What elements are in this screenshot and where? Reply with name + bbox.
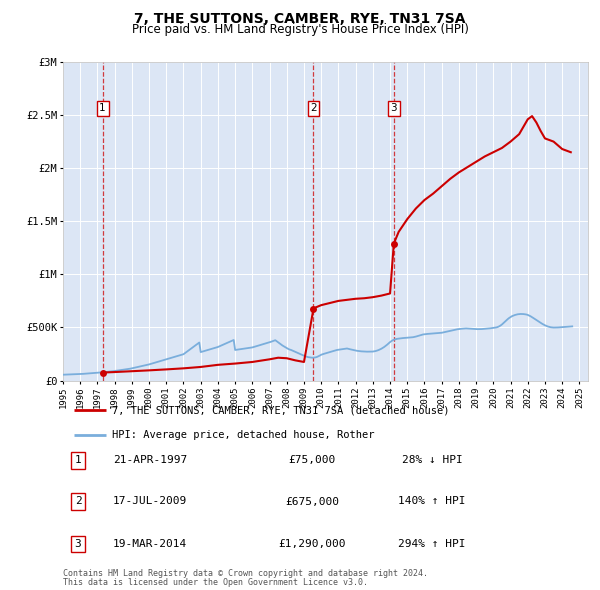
Text: 17-JUL-2009: 17-JUL-2009 bbox=[113, 497, 187, 506]
Text: HPI: Average price, detached house, Rother: HPI: Average price, detached house, Roth… bbox=[113, 430, 375, 440]
Text: 140% ↑ HPI: 140% ↑ HPI bbox=[398, 497, 466, 506]
Text: 3: 3 bbox=[391, 103, 397, 113]
Text: 2: 2 bbox=[310, 103, 317, 113]
Text: 294% ↑ HPI: 294% ↑ HPI bbox=[398, 539, 466, 549]
Text: 21-APR-1997: 21-APR-1997 bbox=[113, 455, 187, 465]
Text: Price paid vs. HM Land Registry's House Price Index (HPI): Price paid vs. HM Land Registry's House … bbox=[131, 23, 469, 36]
Text: 2: 2 bbox=[74, 497, 82, 506]
Text: 7, THE SUTTONS, CAMBER, RYE, TN31 7SA (detached house): 7, THE SUTTONS, CAMBER, RYE, TN31 7SA (d… bbox=[113, 405, 450, 415]
Text: 28% ↓ HPI: 28% ↓ HPI bbox=[401, 455, 463, 465]
Text: 19-MAR-2014: 19-MAR-2014 bbox=[113, 539, 187, 549]
Text: 1: 1 bbox=[74, 455, 82, 465]
Text: £675,000: £675,000 bbox=[285, 497, 339, 506]
Text: 1: 1 bbox=[99, 103, 106, 113]
Text: £75,000: £75,000 bbox=[289, 455, 335, 465]
Text: 7, THE SUTTONS, CAMBER, RYE, TN31 7SA: 7, THE SUTTONS, CAMBER, RYE, TN31 7SA bbox=[134, 12, 466, 26]
Text: 3: 3 bbox=[74, 539, 82, 549]
Text: This data is licensed under the Open Government Licence v3.0.: This data is licensed under the Open Gov… bbox=[63, 578, 368, 588]
Text: £1,290,000: £1,290,000 bbox=[278, 539, 346, 549]
Text: Contains HM Land Registry data © Crown copyright and database right 2024.: Contains HM Land Registry data © Crown c… bbox=[63, 569, 428, 578]
